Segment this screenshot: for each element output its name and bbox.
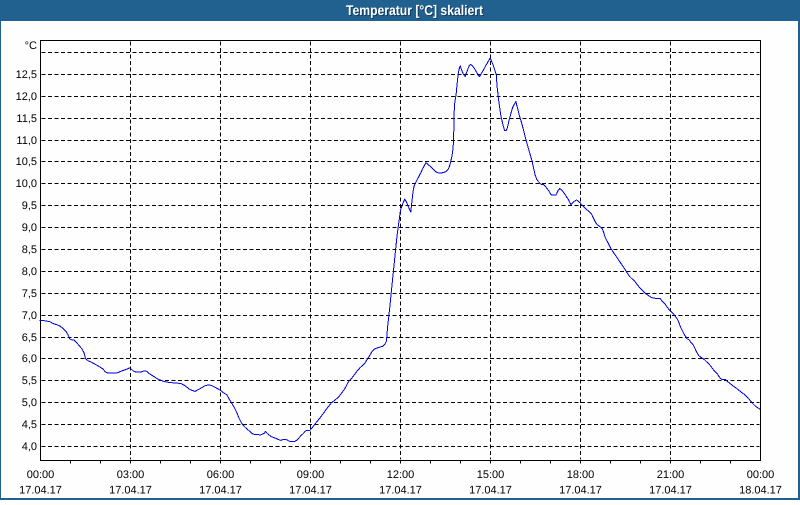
- svg-text:17.04.17: 17.04.17: [469, 485, 512, 497]
- svg-text:6,0: 6,0: [22, 353, 37, 365]
- svg-text:9,5: 9,5: [22, 200, 37, 212]
- svg-text:17.04.17: 17.04.17: [199, 485, 242, 497]
- svg-text:7,0: 7,0: [22, 310, 37, 322]
- svg-text:Temperatur [°C] skaliert: Temperatur [°C] skaliert: [347, 3, 484, 19]
- svg-text:03:00: 03:00: [117, 469, 145, 481]
- svg-text:09:00: 09:00: [297, 469, 325, 481]
- svg-text:5,5: 5,5: [22, 375, 37, 387]
- svg-text:18.04.17: 18.04.17: [739, 485, 782, 497]
- svg-text:17.04.17: 17.04.17: [109, 485, 152, 497]
- svg-text:9,0: 9,0: [22, 222, 37, 234]
- svg-text:10,0: 10,0: [16, 178, 37, 190]
- svg-text:06:00: 06:00: [207, 469, 235, 481]
- svg-text:17.04.17: 17.04.17: [19, 485, 62, 497]
- svg-text:5,0: 5,0: [22, 397, 37, 409]
- svg-text:11,0: 11,0: [16, 135, 37, 147]
- svg-text:15:00: 15:00: [477, 469, 505, 481]
- svg-text:17.04.17: 17.04.17: [289, 485, 332, 497]
- svg-text:10,5: 10,5: [16, 156, 37, 168]
- svg-text:8,5: 8,5: [22, 244, 37, 256]
- svg-text:17.04.17: 17.04.17: [379, 485, 422, 497]
- svg-text:17.04.17: 17.04.17: [649, 485, 692, 497]
- svg-text:4,5: 4,5: [22, 419, 37, 431]
- svg-text:8,0: 8,0: [22, 266, 37, 278]
- svg-text:17.04.17: 17.04.17: [559, 485, 602, 497]
- svg-text:00:00: 00:00: [27, 469, 55, 481]
- svg-text:12,0: 12,0: [16, 91, 37, 103]
- svg-text:11,5: 11,5: [16, 113, 37, 125]
- svg-text:6,5: 6,5: [22, 332, 37, 344]
- svg-text:18:00: 18:00: [567, 469, 595, 481]
- svg-text:7,5: 7,5: [22, 288, 37, 300]
- svg-text:00:00: 00:00: [747, 469, 775, 481]
- svg-text:21:00: 21:00: [657, 469, 685, 481]
- svg-text:4,0: 4,0: [22, 441, 37, 453]
- svg-text:Temperatur [°C] skaliert: Temperatur [°C] skaliert: [346, 2, 483, 18]
- svg-text:12,5: 12,5: [16, 69, 37, 81]
- svg-text:°C: °C: [25, 40, 37, 52]
- svg-text:12:00: 12:00: [387, 469, 415, 481]
